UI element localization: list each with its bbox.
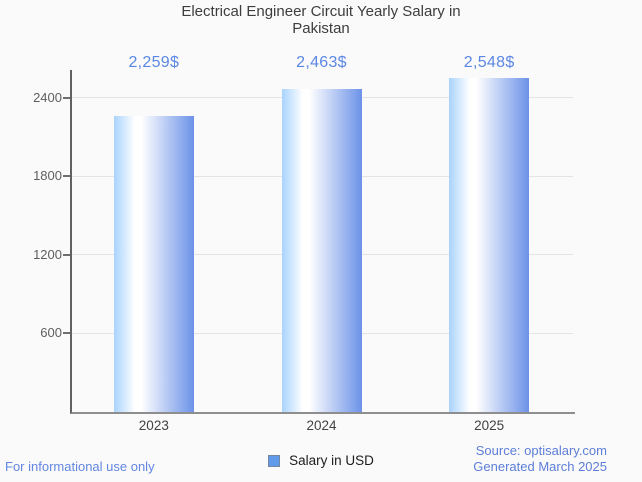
y-tick-label: 1200 [33,246,62,262]
x-axis-label: 2025 [474,418,505,433]
y-axis-tick [63,96,70,99]
y-tick-label: 600 [40,325,62,341]
plot-area [70,70,575,414]
bar [281,89,362,412]
y-axis-tick [63,175,70,178]
x-axis-label: 2024 [306,418,337,433]
y-axis-tick [63,253,70,256]
y-axis-tick [63,332,70,335]
bar-value-label: 2,548$ [463,54,515,71]
bar [449,78,530,412]
disclaimer-text: For informational use only [5,459,155,474]
chart-title: Electrical Engineer Circuit Yearly Salar… [181,3,461,37]
source-text: Source: optisalary.com [475,443,607,458]
bar-value-label: 2,259$ [128,54,180,71]
bar [113,115,194,412]
legend: Salary in USD [0,453,642,468]
legend-marker-icon [268,454,281,467]
y-tick-label: 2400 [33,89,62,105]
x-axis-label: 2023 [138,418,169,433]
y-tick-label: 1800 [33,168,62,184]
generated-text: Generated March 2025 [473,458,607,474]
legend-label: Salary in USD [289,453,374,468]
bar-value-label: 2,463$ [296,54,347,71]
source-block: Source: optisalary.com Generated March 2… [473,443,607,474]
